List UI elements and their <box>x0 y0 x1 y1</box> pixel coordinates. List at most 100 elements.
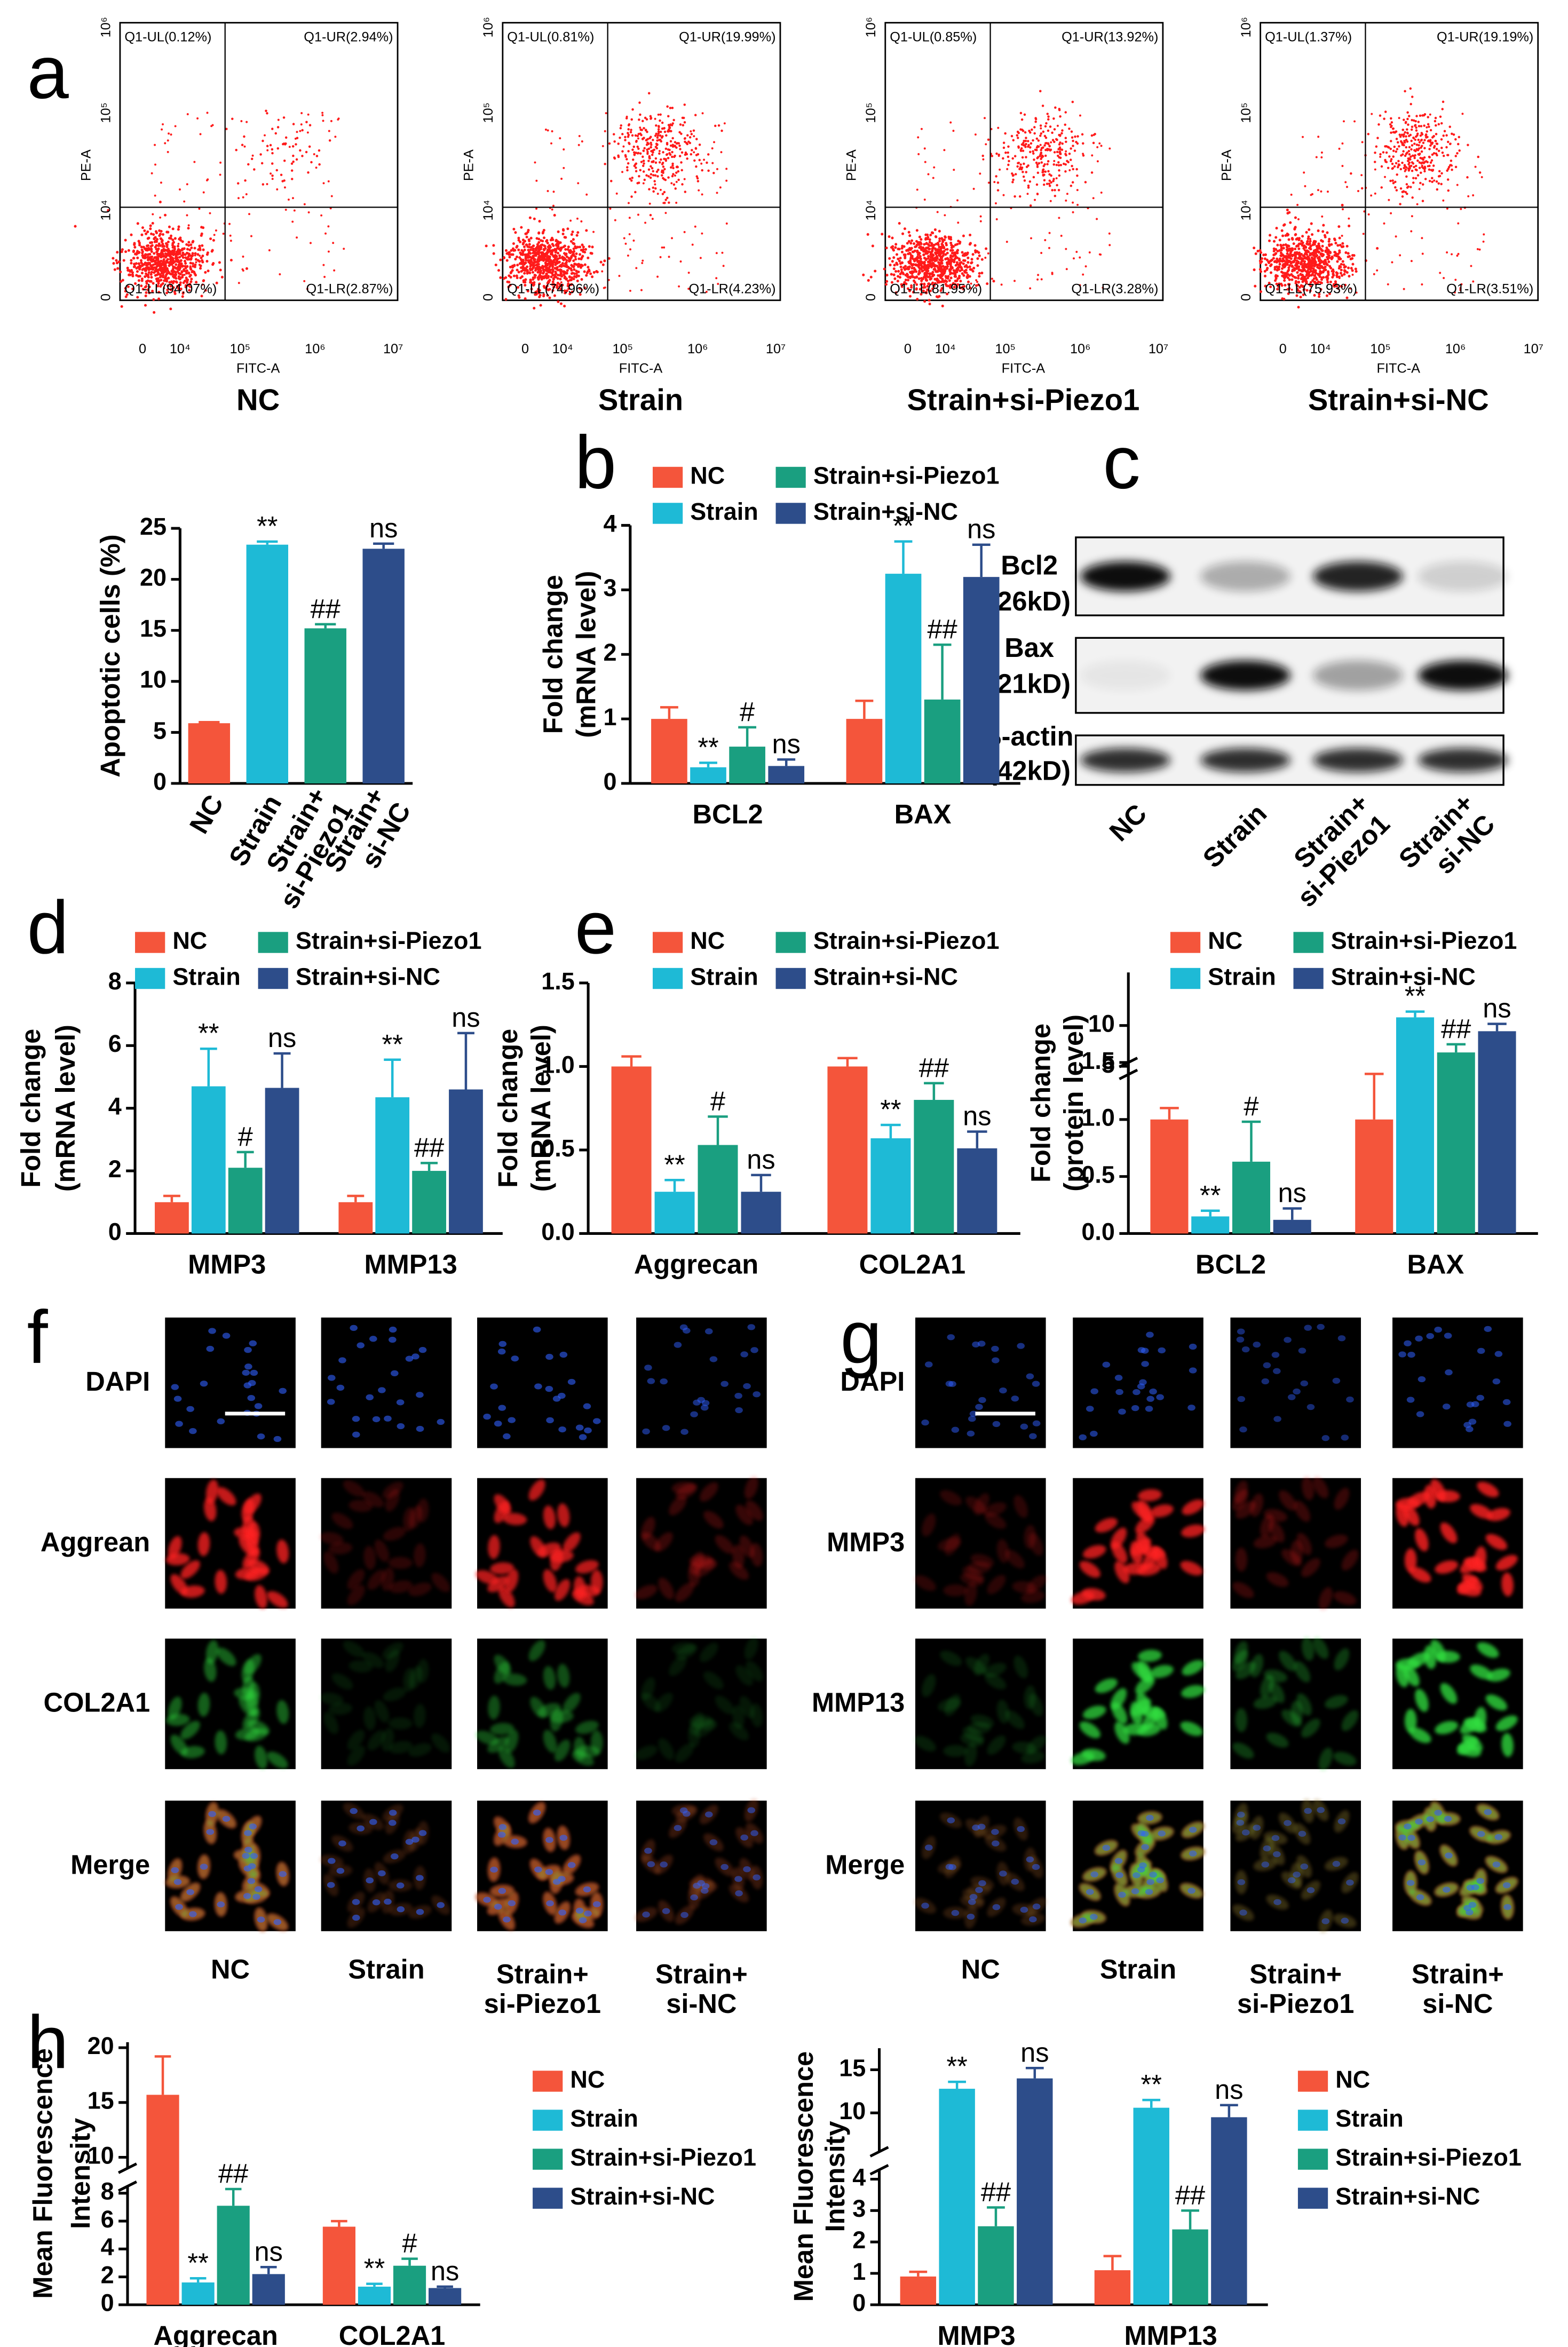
event-dot <box>1374 151 1376 154</box>
quadrant-label: Q1-LR(4.23%) <box>688 282 775 297</box>
cell <box>362 1652 384 1668</box>
event-dot <box>185 243 188 246</box>
quadrant-label: Q1-LR(2.87%) <box>306 282 393 297</box>
event-dot <box>1477 155 1480 158</box>
nucleus <box>186 1889 194 1896</box>
event-dot <box>682 124 685 126</box>
event-dot <box>1040 127 1042 130</box>
event-dot <box>999 168 1001 171</box>
event-dot <box>1027 186 1030 189</box>
event-dot <box>171 262 174 265</box>
event-dot <box>276 126 280 129</box>
event-dot <box>137 251 140 255</box>
event-dot <box>1041 105 1044 107</box>
event-dot <box>1040 252 1043 254</box>
cell <box>165 1714 190 1726</box>
event-dot <box>555 239 558 242</box>
event-dot <box>1044 148 1047 152</box>
y-axis-label: PE-A <box>844 149 859 181</box>
event-dot <box>664 147 668 150</box>
event-dot <box>913 242 916 245</box>
event-dot <box>1412 177 1415 179</box>
cell <box>505 1729 519 1753</box>
event-dot <box>282 142 286 145</box>
event-dot <box>1019 149 1022 152</box>
event-dot <box>659 130 662 133</box>
event-dot <box>1351 273 1354 276</box>
event-dot <box>1343 120 1345 123</box>
event-dot <box>1058 146 1062 149</box>
event-dot <box>617 155 620 158</box>
event-dot <box>963 285 966 288</box>
event-dot <box>668 148 671 152</box>
event-dot <box>1007 155 1010 158</box>
event-dot <box>1373 273 1375 275</box>
event-dot <box>923 300 926 303</box>
event-dot <box>969 233 972 236</box>
event-dot <box>1404 170 1406 172</box>
event-dot <box>1295 244 1298 248</box>
nucleus <box>740 1351 748 1358</box>
size-label: (26kD) <box>988 586 1071 616</box>
event-dot <box>949 258 952 261</box>
event-dot <box>1274 260 1277 263</box>
event-dot <box>150 248 153 251</box>
event-dot <box>951 251 954 255</box>
event-dot <box>328 139 331 142</box>
event-dot <box>1408 146 1411 149</box>
event-dot <box>327 225 330 228</box>
event-dot <box>667 176 670 179</box>
event-dot <box>663 178 666 181</box>
event-dot <box>1055 177 1058 180</box>
nucleus <box>735 1890 743 1897</box>
cell <box>557 1503 570 1527</box>
event-dot <box>521 239 525 242</box>
event-dot <box>1039 134 1042 137</box>
event-dot <box>1002 146 1005 149</box>
event-dot <box>535 179 538 182</box>
event-dot <box>283 179 286 182</box>
event-dot <box>981 154 984 157</box>
event-dot <box>664 159 668 162</box>
event-dot <box>237 197 240 200</box>
event-dot <box>1385 151 1388 154</box>
event-dot <box>930 231 933 234</box>
event-dot <box>557 287 559 290</box>
event-dot <box>692 129 695 132</box>
event-dot <box>1350 172 1352 175</box>
nucleus <box>511 1838 519 1845</box>
event-dot <box>1281 234 1285 237</box>
event-dot <box>951 249 954 252</box>
event-dot <box>535 264 538 267</box>
event-dot <box>187 241 191 244</box>
event-dot <box>947 275 950 278</box>
cell <box>323 1551 339 1574</box>
event-dot <box>572 277 575 281</box>
event-dot <box>1287 238 1290 241</box>
event-dot <box>1393 145 1396 148</box>
event-dot <box>663 130 667 133</box>
event-dot <box>1301 257 1304 260</box>
event-dot <box>953 286 956 289</box>
event-dot <box>1340 263 1343 266</box>
panel-letter: c <box>1103 421 1140 504</box>
event-dot <box>955 285 959 289</box>
event-dot <box>549 252 552 256</box>
event-dot <box>186 113 189 115</box>
event-dot <box>707 169 710 172</box>
event-dot <box>1088 251 1091 253</box>
nucleus <box>583 1403 591 1409</box>
event-dot <box>1018 168 1021 170</box>
event-dot <box>637 147 640 150</box>
event-dot <box>539 248 542 251</box>
event-dot <box>127 249 130 252</box>
event-dot <box>153 240 156 243</box>
event-dot <box>572 238 575 241</box>
event-dot <box>147 253 150 256</box>
event-dot <box>115 261 118 265</box>
event-dot <box>1013 280 1016 282</box>
event-dot <box>266 149 269 152</box>
event-dot <box>154 263 157 266</box>
nucleus <box>1026 1373 1034 1379</box>
event-dot <box>926 260 930 264</box>
